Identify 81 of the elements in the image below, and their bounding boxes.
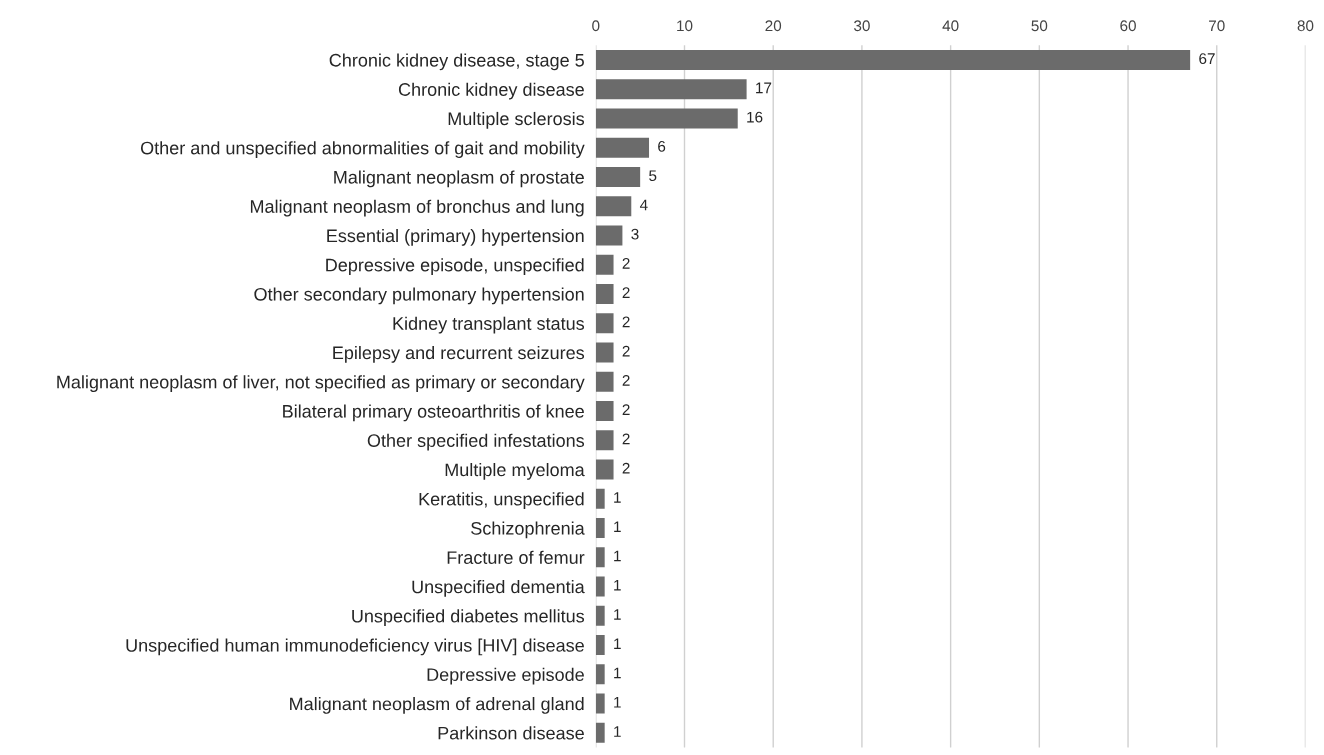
y-tick-label: Multiple myeloma (445, 462, 585, 480)
data-label: 1 (614, 697, 621, 708)
x-tick-label: 0 (592, 20, 600, 32)
bar (595, 401, 614, 421)
x-tick-label: 10 (677, 20, 693, 32)
y-tick-label: Bilateral primary osteoarthritis of knee (283, 404, 584, 422)
bar (595, 605, 605, 626)
bar (595, 225, 623, 246)
data-label: 1 (614, 638, 621, 649)
data-label: 17 (756, 82, 772, 94)
y-tick-label: Fracture of femur (447, 550, 585, 564)
bar (595, 108, 738, 129)
x-tick-label: 40 (942, 20, 959, 32)
y-tick-label: Epilepsy and recurrent seizures (333, 345, 585, 363)
x-tick-label: 70 (1209, 20, 1225, 32)
data-label: 2 (622, 375, 630, 386)
bar (595, 284, 614, 304)
data-label: 16 (747, 111, 763, 123)
bar (595, 664, 605, 685)
y-tick-label: Kidney transplant status (393, 316, 585, 334)
data-label: 67 (1199, 53, 1215, 65)
bar (595, 254, 614, 275)
y-tick-label: Depressive episode, unspecified (326, 258, 584, 276)
data-label: 4 (639, 199, 648, 211)
y-tick-label: Chronic kidney disease, stage 5 (329, 53, 584, 71)
bar (595, 137, 650, 158)
data-label: 2 (622, 258, 630, 269)
bar (595, 722, 605, 743)
x-tick-label: 30 (854, 20, 870, 32)
y-tick-label: Malignant neoplasm of adrenal gland (290, 697, 584, 714)
y-tick-label: Other secondary pulmonary hypertension (254, 287, 584, 305)
bar (595, 371, 614, 392)
y-tick-label: Chronic kidney disease (398, 82, 584, 100)
data-label: 2 (622, 462, 630, 474)
bar (595, 342, 614, 363)
y-tick-label: Unspecified human immunodeficiency virus [HIV] disease (126, 638, 584, 656)
y-tick-label: Unspecified diabetes mellitus (352, 609, 585, 627)
data-label: 6 (658, 140, 666, 152)
bar (595, 693, 605, 714)
data-label: 1 (614, 579, 621, 591)
y-tick-label: Malignant neoplasm of liver, not specified as primary or secondary (57, 375, 585, 393)
y-tick-label: Essential (primary) hypertension (327, 228, 584, 246)
data-label: 2 (622, 316, 630, 328)
bar (595, 459, 614, 480)
bar (595, 196, 632, 217)
bar (595, 576, 605, 597)
bar (595, 79, 747, 100)
bar (595, 547, 605, 568)
bar (595, 518, 605, 538)
data-label: 1 (614, 726, 621, 737)
bar (595, 488, 605, 509)
data-label: 1 (614, 550, 621, 562)
y-tick-label: Keratitis, unspecified (419, 492, 584, 510)
bar (595, 430, 614, 451)
data-label: 2 (622, 404, 630, 415)
y-tick-label: Malignant neoplasm of bronchus and lung (250, 199, 584, 217)
y-tick-label: Parkinson disease (438, 726, 584, 740)
data-label: 1 (614, 521, 621, 532)
data-label: 2 (622, 433, 630, 445)
y-tick-label: Depressive episode (427, 667, 584, 685)
y-tick-label: Schizophrenia (471, 521, 585, 539)
data-label: 1 (614, 492, 621, 503)
data-label: 1 (614, 609, 621, 620)
data-label: 1 (614, 667, 621, 679)
y-tick-label: Other specified infestations (367, 433, 585, 451)
x-tick-label: 80 (1297, 20, 1314, 32)
bar (595, 635, 605, 655)
y-tick-label: Unspecified dementia (412, 580, 585, 597)
bar (595, 167, 641, 187)
data-label: 5 (649, 170, 657, 182)
data-label: 2 (622, 287, 630, 298)
x-tick-label: 20 (765, 20, 782, 32)
y-tick-label: Other and unspecified abnormalities of gait and mobility (140, 141, 585, 158)
data-label: 2 (622, 345, 630, 357)
y-tick-label: Malignant neoplasm of prostate (334, 170, 584, 188)
x-tick-label: 60 (1120, 20, 1136, 32)
bar (595, 49, 1191, 70)
x-tick-label: 50 (1031, 20, 1048, 32)
data-label: 3 (631, 228, 639, 240)
bar (595, 313, 614, 334)
y-tick-label: Multiple sclerosis (448, 111, 585, 129)
